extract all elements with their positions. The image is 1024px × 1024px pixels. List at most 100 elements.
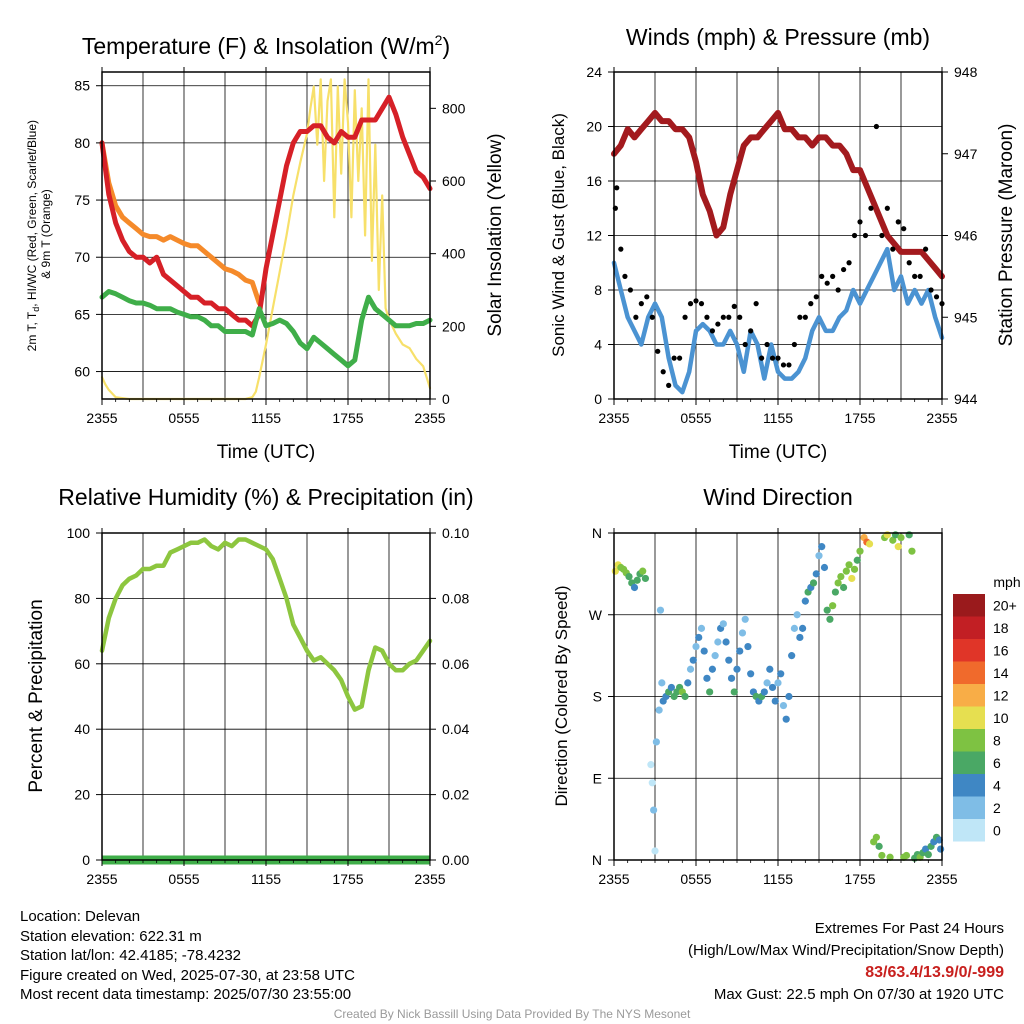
direction-point [840,583,848,592]
direction-point [725,656,733,664]
pressure-line [611,109,945,280]
x-tick-label: 1155 [251,410,281,426]
y-tick-label: 75 [74,192,90,208]
gust-point [731,303,737,309]
winds-chart-title: Winds (mph) & Pressure (mb) [626,24,930,50]
x-tick-label: 1155 [763,871,793,887]
x-tick-label: 2355 [86,871,117,887]
y-right-tick-label: 948 [954,64,978,80]
direction-point [711,652,719,660]
direction-point [815,552,823,560]
gust-point [687,301,694,307]
gust-point [819,273,825,279]
direction-point [736,647,744,655]
y-right-tick-label: 0 [442,391,450,407]
gust-point [846,260,852,266]
direction-point [641,574,650,583]
y-tick-label: 65 [74,306,90,322]
gust-point [786,362,792,368]
gust-point [895,219,901,225]
direction-point [834,579,842,587]
direction-point [853,556,861,564]
y-tick-label: 8 [594,282,602,298]
y-tick-label: N [592,525,602,541]
direction-point [655,706,663,714]
y-tick-label: 80 [74,590,90,606]
direction-point [875,842,883,850]
gust-point [666,382,672,388]
gust-point [775,355,781,361]
colorbar-label: 18 [993,620,1009,636]
x-tick-label: 1755 [844,410,875,426]
direction-point [801,597,809,605]
y-right-tick-label: 0.00 [442,852,469,868]
direction-point [639,567,647,575]
direction-point [741,615,749,623]
humidity-grid [102,532,430,861]
gust-point [649,314,655,320]
gust-point [769,355,776,361]
gust-point [928,287,934,293]
direction-point [937,845,945,853]
direction-point [837,573,845,581]
y-tick-label: 16 [586,173,602,189]
gust-point [884,205,890,211]
gust-point [923,246,929,252]
dewpoint-line [99,289,433,369]
direction-point [924,850,932,859]
direction-point [648,779,656,787]
direction-point [630,583,639,592]
colorbar-label: 2 [993,800,1001,816]
gust-point [660,369,666,375]
direction-point [878,851,886,860]
colorbar-label: 10 [993,710,1009,726]
winds-xlabel: Time (UTC) [729,442,828,463]
direction-point [651,847,659,855]
temperature-panel: Temperature (F) & Insolation (W/m2) 2355… [25,32,506,463]
gust-point [753,301,759,307]
x-tick-label: 1155 [251,871,281,887]
direction-point [872,833,881,841]
direction-point [708,665,717,673]
winds-ylabel-right: Station Pressure (Maroon) [996,124,1017,347]
direction-point [722,638,730,646]
direction-point [818,543,826,551]
colorbar-label: 0 [993,822,1001,838]
gust-point [917,273,923,279]
colorbar-label: 4 [993,777,1001,793]
gust-point [857,219,863,225]
direction-point [686,665,695,673]
x-tick-label: 2355 [598,410,629,426]
y-right-tick-label: 0.10 [442,525,469,541]
gust-point [627,287,634,293]
y-tick-label: 60 [74,364,90,380]
x-tick-label: 0555 [680,410,711,426]
direction-point [766,665,774,673]
winds-axes: 2355 0555 1155 1755 2355 0 4 8 12 16 20 24 944 945 946… [586,64,977,426]
gust-point [737,314,743,320]
direction-point [703,674,711,682]
direction-point [902,851,911,860]
direction-point [730,688,738,696]
direction-ylabel-left: Direction (Colored By Speed) [552,585,571,806]
direction-point [935,836,943,844]
direction-point [652,738,660,746]
direction-chart-title: Wind Direction [703,484,853,510]
station-info: Location: Delevan Station elevation: 622… [20,907,355,1005]
y-tick-label: 70 [74,249,90,265]
gust-point [742,341,748,348]
x-tick-label: 0555 [168,871,199,887]
direction-point [908,547,916,555]
extremes-title: Extremes For Past 24 Hours [814,920,1004,937]
colorbar-swatch [953,729,985,752]
direction-point [625,573,633,581]
y-right-tick-label: 200 [442,318,466,334]
y-right-tick-label: 0.06 [442,656,469,672]
direction-point [793,611,801,619]
max-gust-line: Max Gust: 22.5 mph On 07/30 at 1920 UTC [713,986,1004,1003]
x-tick-label: 2355 [926,410,957,426]
gust-point [671,355,677,361]
colorbar-swatch [953,616,985,639]
colorbar-label: 12 [993,687,1009,703]
colorbar-swatch [953,751,985,774]
